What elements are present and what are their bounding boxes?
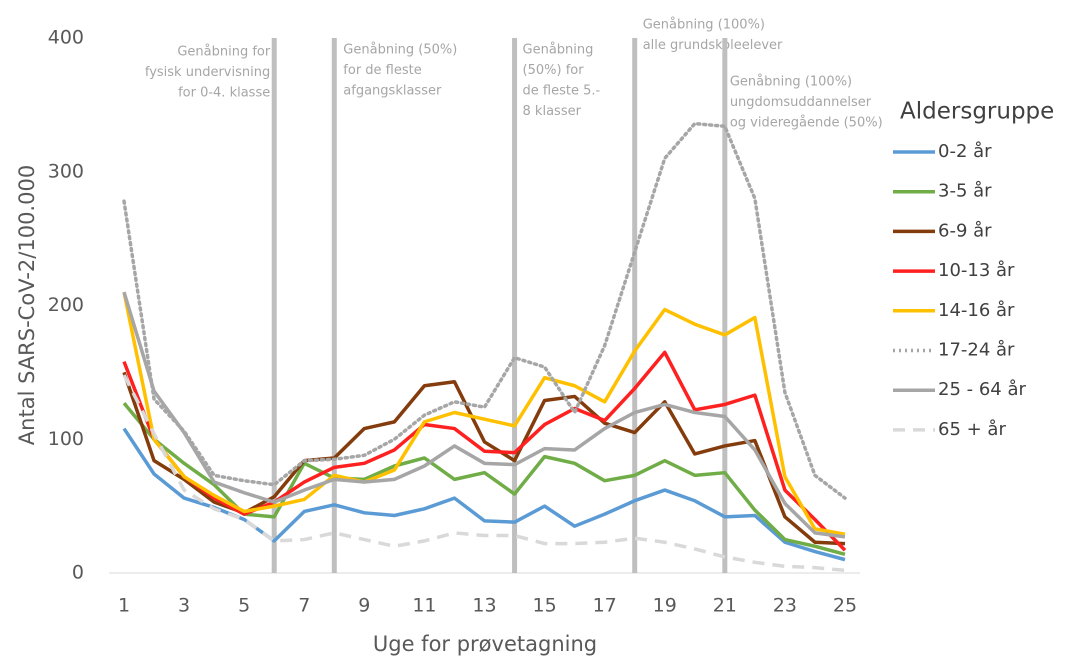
annotation-text: Genåbning (50%) bbox=[343, 43, 457, 58]
annotation-text: alle grundskoleelever bbox=[643, 38, 783, 53]
annotation-text: Genåbning (100%) bbox=[643, 18, 765, 33]
legend-label: 3-5 år bbox=[938, 181, 992, 202]
x-tick-label: 7 bbox=[298, 595, 310, 617]
series-line bbox=[122, 291, 846, 536]
x-tick-label: 3 bbox=[178, 595, 190, 617]
annotation-text: ungdomsuddannelser bbox=[730, 95, 872, 110]
x-tick-label: 1 bbox=[118, 595, 130, 617]
x-tick-label: 17 bbox=[593, 595, 617, 617]
legend-label: 25 - 64 år bbox=[938, 379, 1026, 400]
annotation-text: fysisk undervisning bbox=[145, 65, 270, 80]
annotation-text: 8 klasser bbox=[523, 104, 582, 119]
series-line bbox=[122, 427, 846, 562]
series-line bbox=[122, 374, 846, 573]
legend-title: Aldersgruppe bbox=[900, 99, 1054, 125]
legend-label: 6-9 år bbox=[938, 220, 992, 241]
y-tick-label: 400 bbox=[48, 27, 84, 49]
series-line bbox=[122, 291, 846, 539]
annotation-text: for de fleste bbox=[343, 63, 421, 78]
x-tick-label: 25 bbox=[833, 595, 857, 617]
x-tick-label: 15 bbox=[532, 595, 556, 617]
x-tick-label: 9 bbox=[358, 595, 370, 617]
legend-label: 10-13 år bbox=[938, 260, 1015, 281]
annotation-text: Genåbning bbox=[523, 43, 594, 58]
legend-label: 17-24 år bbox=[938, 340, 1015, 361]
y-tick-label: 200 bbox=[48, 294, 84, 316]
legend-label: 14-16 år bbox=[938, 300, 1015, 321]
series-line bbox=[122, 402, 846, 556]
x-tick-label: 13 bbox=[472, 595, 496, 617]
x-tick-label: 11 bbox=[412, 595, 436, 617]
annotation-text: Genåbning (100%) bbox=[730, 75, 852, 90]
annotation-text: de fleste 5.- bbox=[523, 84, 601, 99]
annotation-text: for 0-4. klasse bbox=[178, 86, 270, 101]
x-tick-label: 5 bbox=[238, 595, 250, 617]
legend-label: 0-2 år bbox=[938, 141, 992, 162]
annotation-text: Genåbning for bbox=[177, 45, 271, 60]
legend-label: 65 + år bbox=[938, 419, 1006, 440]
x-tick-label: 23 bbox=[773, 595, 797, 617]
x-axis-label: Uge for prøvetagning bbox=[373, 632, 597, 656]
series-line bbox=[122, 350, 847, 552]
annotation-text: afgangsklasser bbox=[343, 84, 442, 99]
y-tick-label: 100 bbox=[48, 428, 84, 450]
y-tick-label: 300 bbox=[48, 160, 84, 182]
x-tick-label: 19 bbox=[653, 595, 677, 617]
x-tick-label: 21 bbox=[713, 595, 737, 617]
annotation-text: og videregående (50%) bbox=[730, 116, 883, 131]
annotation-text: (50%) for bbox=[523, 63, 585, 78]
series-line bbox=[122, 121, 847, 500]
y-tick-label: 0 bbox=[72, 562, 84, 584]
y-axis-label: Antal SARS-CoV-2/100.000 bbox=[15, 165, 39, 445]
